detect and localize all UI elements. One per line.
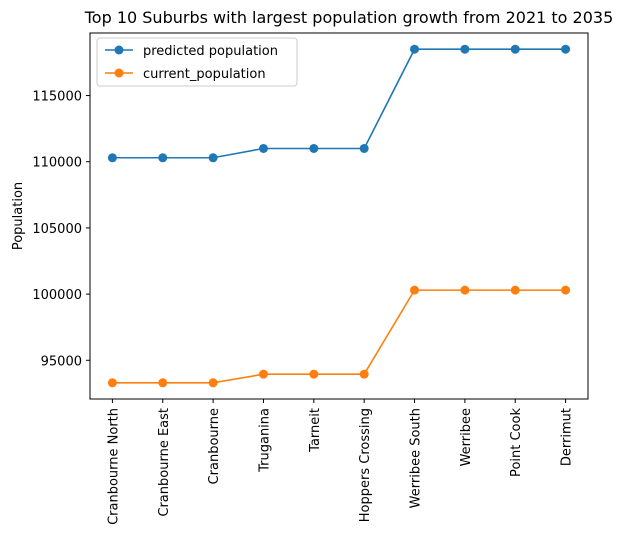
x-tick-label: Cranbourne xyxy=(207,408,222,484)
y-tick-label: 95000 xyxy=(41,354,82,369)
y-tick-label: 110000 xyxy=(32,156,82,171)
chart-title: Top 10 Suburbs with largest population g… xyxy=(84,8,614,27)
y-tick-label: 100000 xyxy=(32,288,82,303)
data-point xyxy=(258,143,268,153)
series-layer xyxy=(107,44,571,388)
data-point xyxy=(359,369,369,379)
data-point xyxy=(107,153,117,163)
legend-marker xyxy=(114,45,124,55)
legend-label: current_population xyxy=(143,67,266,82)
data-point xyxy=(460,44,470,54)
data-point xyxy=(258,369,268,379)
data-point xyxy=(208,378,218,388)
legend-marker xyxy=(114,68,124,78)
series-line-2 xyxy=(112,289,566,384)
data-point xyxy=(359,143,369,153)
x-tick-label: Werribee South xyxy=(409,408,424,508)
data-point xyxy=(510,44,520,54)
data-point xyxy=(309,143,319,153)
data-point xyxy=(158,378,168,388)
data-point xyxy=(460,285,470,295)
x-tick-label: Cranbourne North xyxy=(106,408,121,525)
x-tick-label: Hoppers Crossing xyxy=(358,408,373,522)
x-tick-label: Tarneit xyxy=(308,408,323,453)
data-point xyxy=(561,285,571,295)
data-point xyxy=(561,44,571,54)
x-axis: Cranbourne North Cranbourne East Cranbourn… xyxy=(106,399,575,525)
data-point xyxy=(410,44,420,54)
x-tick-label: Cranbourne East xyxy=(157,408,172,517)
x-tick-label: Derrimut xyxy=(560,408,575,466)
series-line-1 xyxy=(112,48,566,159)
y-tick-label: 115000 xyxy=(32,90,82,105)
legend: predicted population current_population xyxy=(96,37,298,87)
x-tick-label: Werribee xyxy=(459,408,474,466)
y-axis: 95000 100000 105000 110000 115000 xyxy=(32,90,90,369)
y-axis-label: Population xyxy=(11,182,26,250)
legend-box xyxy=(96,37,298,87)
data-point xyxy=(107,378,117,388)
x-tick-label: Point Cook xyxy=(509,408,524,477)
x-tick-label: Truganina xyxy=(257,408,272,473)
data-point xyxy=(510,285,520,295)
y-tick-label: 105000 xyxy=(32,222,82,237)
data-point xyxy=(309,369,319,379)
data-point xyxy=(410,285,420,295)
data-point xyxy=(208,153,218,163)
data-point xyxy=(158,153,168,163)
plot-area xyxy=(89,32,589,400)
legend-label: predicted population xyxy=(143,44,278,59)
